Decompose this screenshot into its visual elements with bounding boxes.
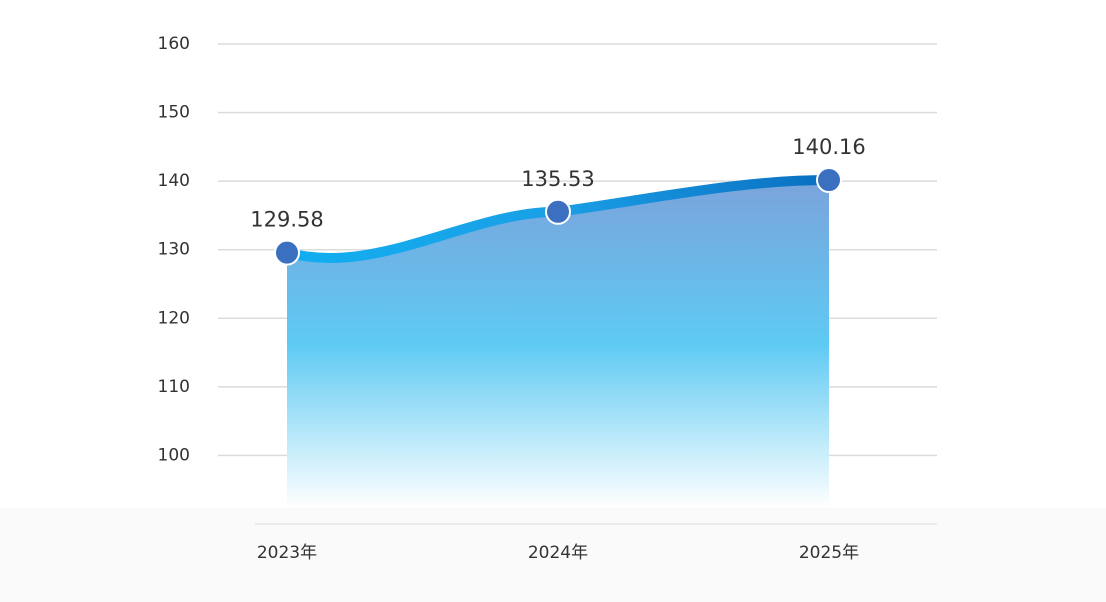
y-tick-label: 100: [158, 445, 190, 465]
y-tick-label: 110: [158, 377, 190, 397]
point: [274, 239, 300, 266]
value-label: 135.53: [521, 167, 594, 191]
y-tick-label: 120: [158, 308, 190, 328]
y-tick-label: 140: [158, 171, 190, 191]
x-tick-label: 2023年: [257, 543, 317, 563]
value-label: 129.58: [250, 208, 323, 232]
y-tick-label: 130: [158, 240, 190, 260]
x-tick-label: 2025年: [799, 543, 859, 563]
point: [816, 167, 842, 194]
point: [545, 198, 571, 225]
area: [287, 180, 829, 508]
value-label: 140.16: [792, 135, 865, 159]
y-tick-label: 150: [158, 103, 190, 123]
y-tick-label: 160: [158, 34, 190, 54]
x-tick-label: 2024年: [528, 543, 588, 563]
